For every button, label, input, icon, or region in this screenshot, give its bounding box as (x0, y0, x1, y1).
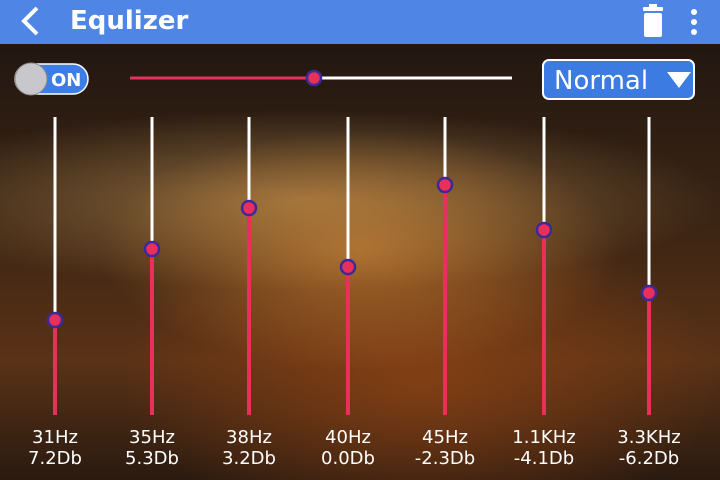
header-title: Equlizer (70, 6, 188, 36)
preset-label: Normal (554, 66, 648, 96)
band-knob[interactable] (535, 221, 553, 239)
band-knob[interactable] (339, 258, 357, 276)
band-gain: 7.2Db (28, 448, 82, 469)
menu-button[interactable] (691, 9, 697, 35)
band-frequency: 40Hz (325, 427, 371, 448)
back-button[interactable] (21, 6, 39, 36)
band-gain: 3.2Db (222, 448, 276, 469)
band-knob[interactable] (143, 240, 161, 258)
toggle-label: ON (51, 70, 81, 91)
band-frequency: 1.1KHz (512, 427, 575, 448)
power-toggle[interactable]: ON (14, 62, 89, 96)
band-knob[interactable] (640, 284, 658, 302)
balance-knob[interactable] (305, 69, 323, 87)
band-gain: -6.2Db (619, 448, 679, 469)
band-gain: 0.0Db (321, 448, 375, 469)
band-frequency: 45Hz (422, 427, 468, 448)
band-gain: 5.3Db (125, 448, 179, 469)
band-frequency: 31Hz (32, 427, 78, 448)
band-gain: -2.3Db (415, 448, 475, 469)
band-knob[interactable] (46, 311, 64, 329)
band-frequency: 38Hz (226, 427, 272, 448)
preset-dropdown[interactable]: Normal (542, 59, 695, 100)
band-frequency: 35Hz (129, 427, 175, 448)
header-bar (0, 0, 720, 44)
band-gain: -4.1Db (514, 448, 574, 469)
band-knob[interactable] (436, 176, 454, 194)
band-frequency: 3.3KHz (617, 427, 680, 448)
delete-button[interactable] (643, 4, 663, 37)
band-knob[interactable] (240, 199, 258, 217)
